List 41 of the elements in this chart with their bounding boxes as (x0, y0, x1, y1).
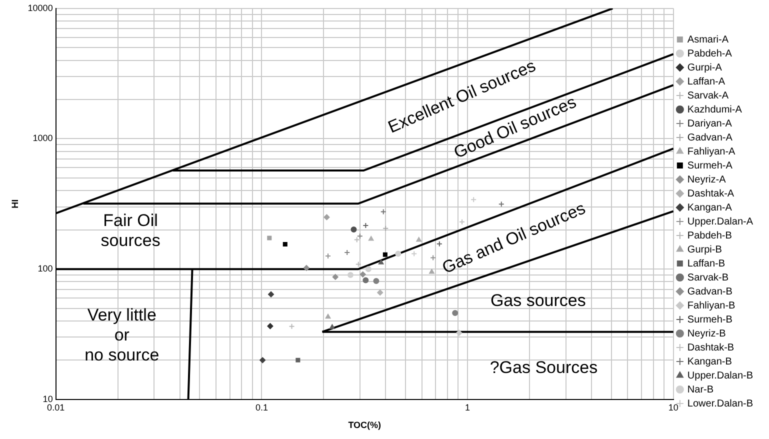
y-tick-label: 1000 (32, 133, 53, 144)
x-axis-title: TOC(%) (348, 420, 382, 430)
legend-label: Pabdeh-B (687, 230, 732, 242)
legend-label: Upper.Dalan-B (687, 370, 754, 382)
annotation: Very little or no source (84, 305, 160, 364)
x-tick-label: 0.01 (47, 402, 65, 412)
legend-label: Neyriz-B (687, 328, 726, 340)
legend-label: Kazhdumi-A (687, 104, 742, 116)
x-tick-label: 0.1 (255, 402, 268, 412)
legend-label: Surmeh-B (687, 314, 733, 326)
x-tick-label: 1 (465, 402, 470, 412)
legend-label: Fahliyan-B (687, 300, 736, 312)
y-axis-title: HI (10, 199, 20, 208)
legend-label: Dashtak-B (687, 342, 734, 354)
legend-label: Gadvan-B (687, 286, 733, 298)
legend-label: Dariyan-A (687, 118, 732, 130)
annotation: ?Gas Sources (490, 358, 598, 378)
annotation: Fair Oil sources (100, 210, 160, 250)
legend-label: Fahliyan-A (687, 146, 736, 158)
legend-label: Asmari-A (687, 34, 729, 46)
legend-label: Laffan-B (687, 258, 726, 270)
legend-label: Dashtak-A (687, 188, 734, 200)
y-tick-label: 10 (42, 394, 53, 404)
legend-label: Gurpi-B (687, 244, 722, 256)
legend-label: Laffan-A (687, 76, 726, 88)
legend-label: Nar-B (687, 384, 714, 396)
legend-label: Upper.Dalan-A (687, 216, 754, 228)
legend-label: Sarvak-A (687, 90, 729, 102)
legend-label: Kangan-A (687, 202, 732, 214)
annotation: Gas sources (490, 290, 586, 310)
legend-label: Sarvak-B (687, 272, 729, 284)
legend-label: Pabdeh-A (687, 48, 732, 60)
legend-label: Lower.Dalan-B (687, 398, 754, 410)
legend-label: Surmeh-A (687, 160, 733, 172)
legend-label: Gurpi-A (687, 62, 722, 74)
legend-label: Gadvan-A (687, 132, 733, 144)
legend-label: Neyriz-A (687, 174, 726, 186)
legend-label: Kangan-B (687, 356, 732, 368)
y-tick-label: 10000 (28, 2, 53, 13)
y-tick-label: 100 (38, 264, 53, 274)
x-tick-label: 10 (668, 402, 678, 412)
